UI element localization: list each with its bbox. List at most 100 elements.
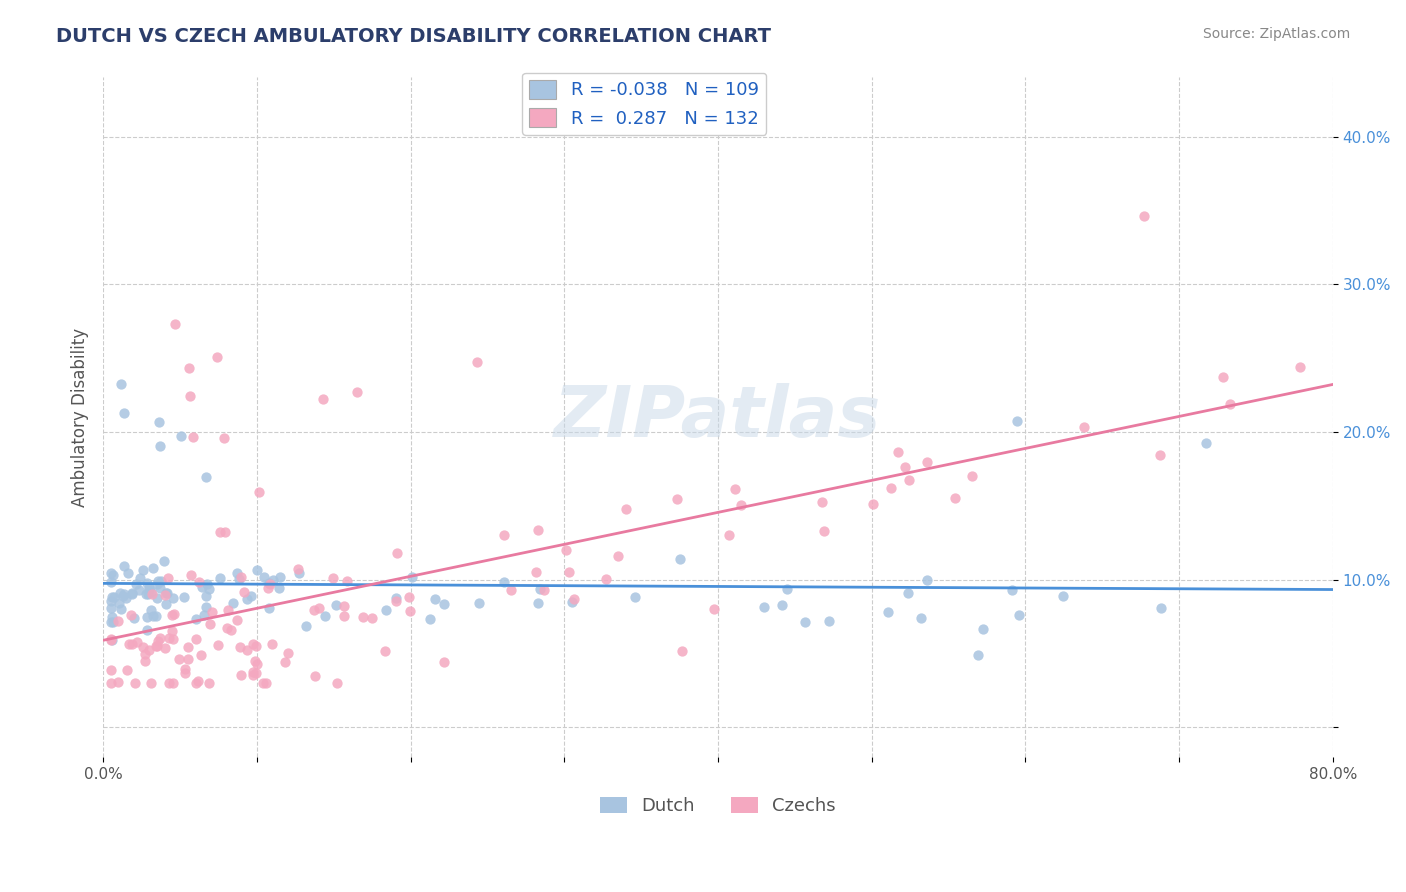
Point	[333, 609, 356, 624]
Point	[817, 614, 839, 628]
Point	[145, 591, 167, 606]
Point	[399, 605, 422, 619]
Point	[149, 439, 172, 453]
Point	[198, 676, 221, 690]
Point	[173, 665, 195, 680]
Point	[146, 574, 169, 588]
Point	[145, 608, 167, 623]
Point	[157, 571, 180, 585]
Point	[195, 577, 218, 591]
Point	[121, 586, 143, 600]
Point	[136, 576, 159, 591]
Point	[135, 586, 157, 600]
Point	[967, 648, 990, 663]
Point	[110, 377, 132, 392]
Point	[101, 590, 124, 604]
Point	[242, 637, 264, 651]
Point	[233, 585, 256, 599]
Point	[198, 582, 221, 596]
Point	[195, 469, 218, 483]
Point	[813, 524, 835, 538]
Y-axis label: Ambulatory Disability: Ambulatory Disability	[72, 327, 89, 507]
Point	[562, 591, 585, 606]
Point	[385, 594, 408, 608]
Point	[242, 667, 264, 681]
Point	[245, 665, 267, 680]
Point	[614, 501, 637, 516]
Point	[247, 484, 270, 499]
Point	[190, 580, 212, 594]
Point	[304, 669, 326, 683]
Point	[184, 612, 207, 626]
Point	[374, 644, 396, 658]
Point	[100, 676, 122, 690]
Point	[770, 598, 793, 612]
Point	[132, 564, 155, 578]
Point	[100, 664, 122, 678]
Point	[312, 392, 335, 406]
Point	[190, 648, 212, 663]
Point	[336, 574, 359, 589]
Point	[257, 575, 280, 590]
Point	[205, 350, 228, 364]
Point	[186, 632, 208, 646]
Point	[269, 570, 291, 584]
Point	[259, 600, 281, 615]
Point	[288, 566, 311, 580]
Point	[138, 582, 160, 596]
Point	[260, 637, 283, 651]
Point	[101, 633, 124, 648]
Point	[606, 549, 628, 564]
Point	[115, 591, 138, 606]
Text: ZIPatlas: ZIPatlas	[554, 383, 882, 451]
Point	[898, 474, 921, 488]
Point	[252, 676, 274, 690]
Point	[124, 676, 146, 690]
Point	[132, 640, 155, 654]
Point	[526, 566, 548, 580]
Point	[145, 639, 167, 653]
Point	[117, 663, 139, 677]
Point	[665, 492, 688, 507]
Point	[157, 631, 180, 645]
Point	[217, 603, 239, 617]
Point	[179, 389, 201, 403]
Point	[623, 591, 645, 605]
Text: Source: ZipAtlas.com: Source: ZipAtlas.com	[1202, 27, 1350, 41]
Point	[595, 572, 617, 586]
Point	[962, 469, 984, 483]
Point	[128, 583, 150, 598]
Point	[671, 643, 693, 657]
Point	[533, 582, 555, 597]
Point	[717, 528, 740, 542]
Point	[198, 617, 221, 632]
Point	[138, 643, 160, 657]
Point	[468, 596, 491, 610]
Point	[112, 406, 135, 420]
Point	[180, 568, 202, 582]
Point	[526, 523, 548, 537]
Point	[360, 610, 382, 624]
Point	[1052, 589, 1074, 603]
Point	[226, 613, 249, 627]
Point	[101, 615, 124, 629]
Point	[100, 566, 122, 580]
Point	[887, 444, 910, 458]
Point	[295, 619, 318, 633]
Point	[229, 667, 252, 681]
Point	[141, 585, 163, 599]
Point	[494, 528, 516, 542]
Point	[162, 591, 184, 605]
Point	[229, 640, 252, 655]
Point	[529, 582, 551, 596]
Point	[352, 610, 374, 624]
Point	[108, 586, 131, 600]
Point	[207, 638, 229, 652]
Point	[214, 525, 236, 540]
Point	[499, 583, 522, 598]
Point	[167, 652, 190, 666]
Point	[943, 491, 966, 505]
Point	[162, 632, 184, 646]
Point	[112, 559, 135, 574]
Point	[103, 590, 125, 604]
